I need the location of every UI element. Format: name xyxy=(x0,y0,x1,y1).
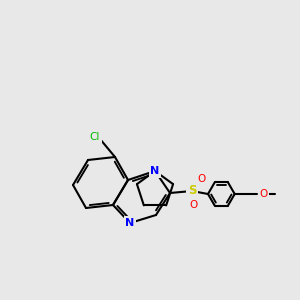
Text: Cl: Cl xyxy=(90,132,100,142)
Text: O: O xyxy=(190,200,198,210)
Text: O: O xyxy=(198,174,206,184)
Text: S: S xyxy=(188,184,196,197)
Text: N: N xyxy=(125,218,135,228)
Text: O: O xyxy=(260,189,268,199)
Text: N: N xyxy=(150,166,160,176)
